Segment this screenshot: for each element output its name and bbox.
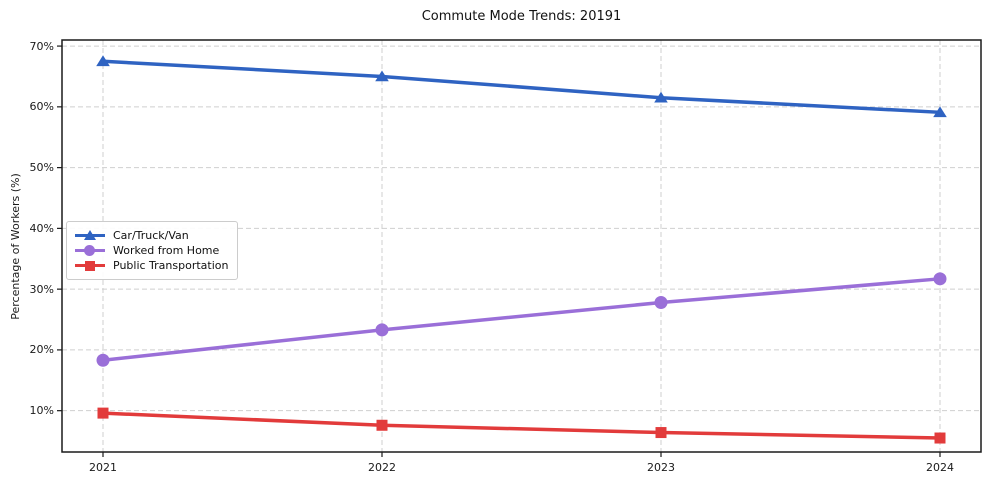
plot-border [61,39,982,453]
series-line-square [101,411,942,440]
y-tick-label: 20% [29,343,54,357]
y-tick-label: 50% [29,161,54,175]
data-point-marker [375,323,389,337]
data-point-marker [934,432,946,444]
legend-marker-circle-icon [84,245,95,256]
x-tick-label: 2022 [368,461,396,474]
data-point-marker [96,55,110,67]
data-point-marker [654,296,668,310]
data-point-marker [96,353,110,367]
x-tick-label: 2021 [89,461,117,474]
series-line-circle [101,277,942,362]
data-point-marker [933,106,947,118]
data-point-marker [376,419,388,431]
legend-marker-triangle-icon [84,230,96,240]
legend-item: Public Transportation [75,258,228,273]
x-tick-label: 2023 [647,461,675,474]
data-point-marker [654,91,668,103]
y-tick-label: 10% [29,404,54,418]
legend-swatch-square [75,259,105,272]
legend-swatch-triangle [75,229,105,242]
legend-label: Public Transportation [113,259,229,272]
y-tick-label: 40% [29,221,54,235]
y-tick-label: 30% [29,282,54,296]
data-point-marker [375,70,389,82]
data-point-marker [97,407,109,419]
legend-item: Worked from Home [75,243,228,258]
chart-title: Commute Mode Trends: 20191 [421,9,622,24]
legend-swatch-circle [75,244,105,257]
data-point-marker [933,272,947,286]
series-line-triangle [101,59,942,115]
legend: Car/Truck/Van Worked from Home Public Tran… [66,221,239,280]
x-tick-label: 2024 [926,461,954,474]
legend-item: Car/Truck/Van [75,228,228,243]
y-tick-label: 60% [29,100,54,114]
legend-label: Car/Truck/Van [113,229,189,242]
y-tick-label: 70% [29,39,54,53]
data-point-marker [655,427,667,439]
legend-label: Worked from Home [113,244,220,257]
legend-marker-square-icon [85,261,95,271]
